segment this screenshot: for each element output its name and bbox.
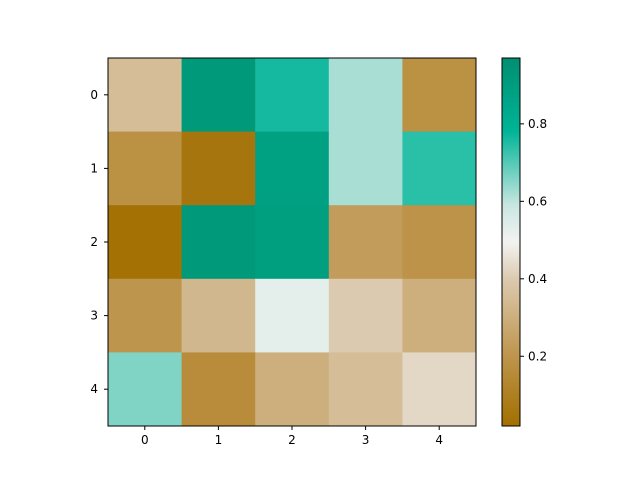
colorbar-tick-label: 0.2 (528, 349, 547, 363)
heatmap-cell-r1-c1 (181, 131, 256, 206)
heatmap-cell-r0-c2 (255, 58, 330, 133)
heatmap-cell-r3-c2 (255, 278, 330, 353)
heatmap-cell-r0-c0 (108, 58, 183, 133)
heatmap-cell-r3-c0 (108, 278, 183, 353)
heatmap-cell-r0-c1 (181, 58, 256, 133)
y-tick-label: 2 (90, 235, 98, 249)
heatmap-cell-r0-c4 (402, 58, 477, 133)
heatmap-cell-r2-c4 (402, 205, 477, 280)
heatmap-cell-r2-c3 (328, 205, 403, 280)
colorbar-tick-label: 0.6 (528, 194, 547, 208)
y-tick-label: 3 (90, 309, 98, 323)
heatmap-cell-r4-c2 (255, 352, 330, 427)
y-tick-label: 4 (90, 382, 98, 396)
heatmap-cell-r4-c1 (181, 352, 256, 427)
heatmap-cell-r2-c2 (255, 205, 330, 280)
heatmap-cell-r3-c3 (328, 278, 403, 353)
heatmap-cell-r1-c3 (328, 131, 403, 206)
heatmap-cell-r4-c4 (402, 352, 477, 427)
colorbar: 0.2 0.4 0.6 0.8 (501, 57, 547, 427)
heatmap-cells (108, 58, 477, 427)
colorbar-gradient (501, 57, 521, 427)
heatmap-cell-r4-c0 (108, 352, 183, 427)
heatmap-cell-r3-c4 (402, 278, 477, 353)
heatmap-cell-r1-c4 (402, 131, 477, 206)
heatmap-cell-r2-c1 (181, 205, 256, 280)
heatmap-cell-r1-c0 (108, 131, 183, 206)
y-tick-label: 0 (90, 88, 98, 102)
y-tick-label: 1 (90, 161, 98, 175)
x-tick-label: 3 (362, 433, 370, 447)
heatmap-cell-r1-c2 (255, 131, 330, 206)
x-tick-label: 2 (288, 433, 296, 447)
x-tick-label: 4 (435, 433, 443, 447)
heatmap-cell-r3-c1 (181, 278, 256, 353)
colorbar-tick-label: 0.8 (528, 117, 547, 131)
x-tick-label: 0 (141, 433, 149, 447)
x-tick-label: 1 (215, 433, 223, 447)
heatmap-cell-r0-c3 (328, 58, 403, 133)
heatmap-cell-r4-c3 (328, 352, 403, 427)
heatmap-axes: 0 1 2 3 4 0 1 2 3 4 (90, 57, 477, 447)
heatmap-cell-r2-c0 (108, 205, 183, 280)
colorbar-tick-label: 0.4 (528, 272, 547, 286)
